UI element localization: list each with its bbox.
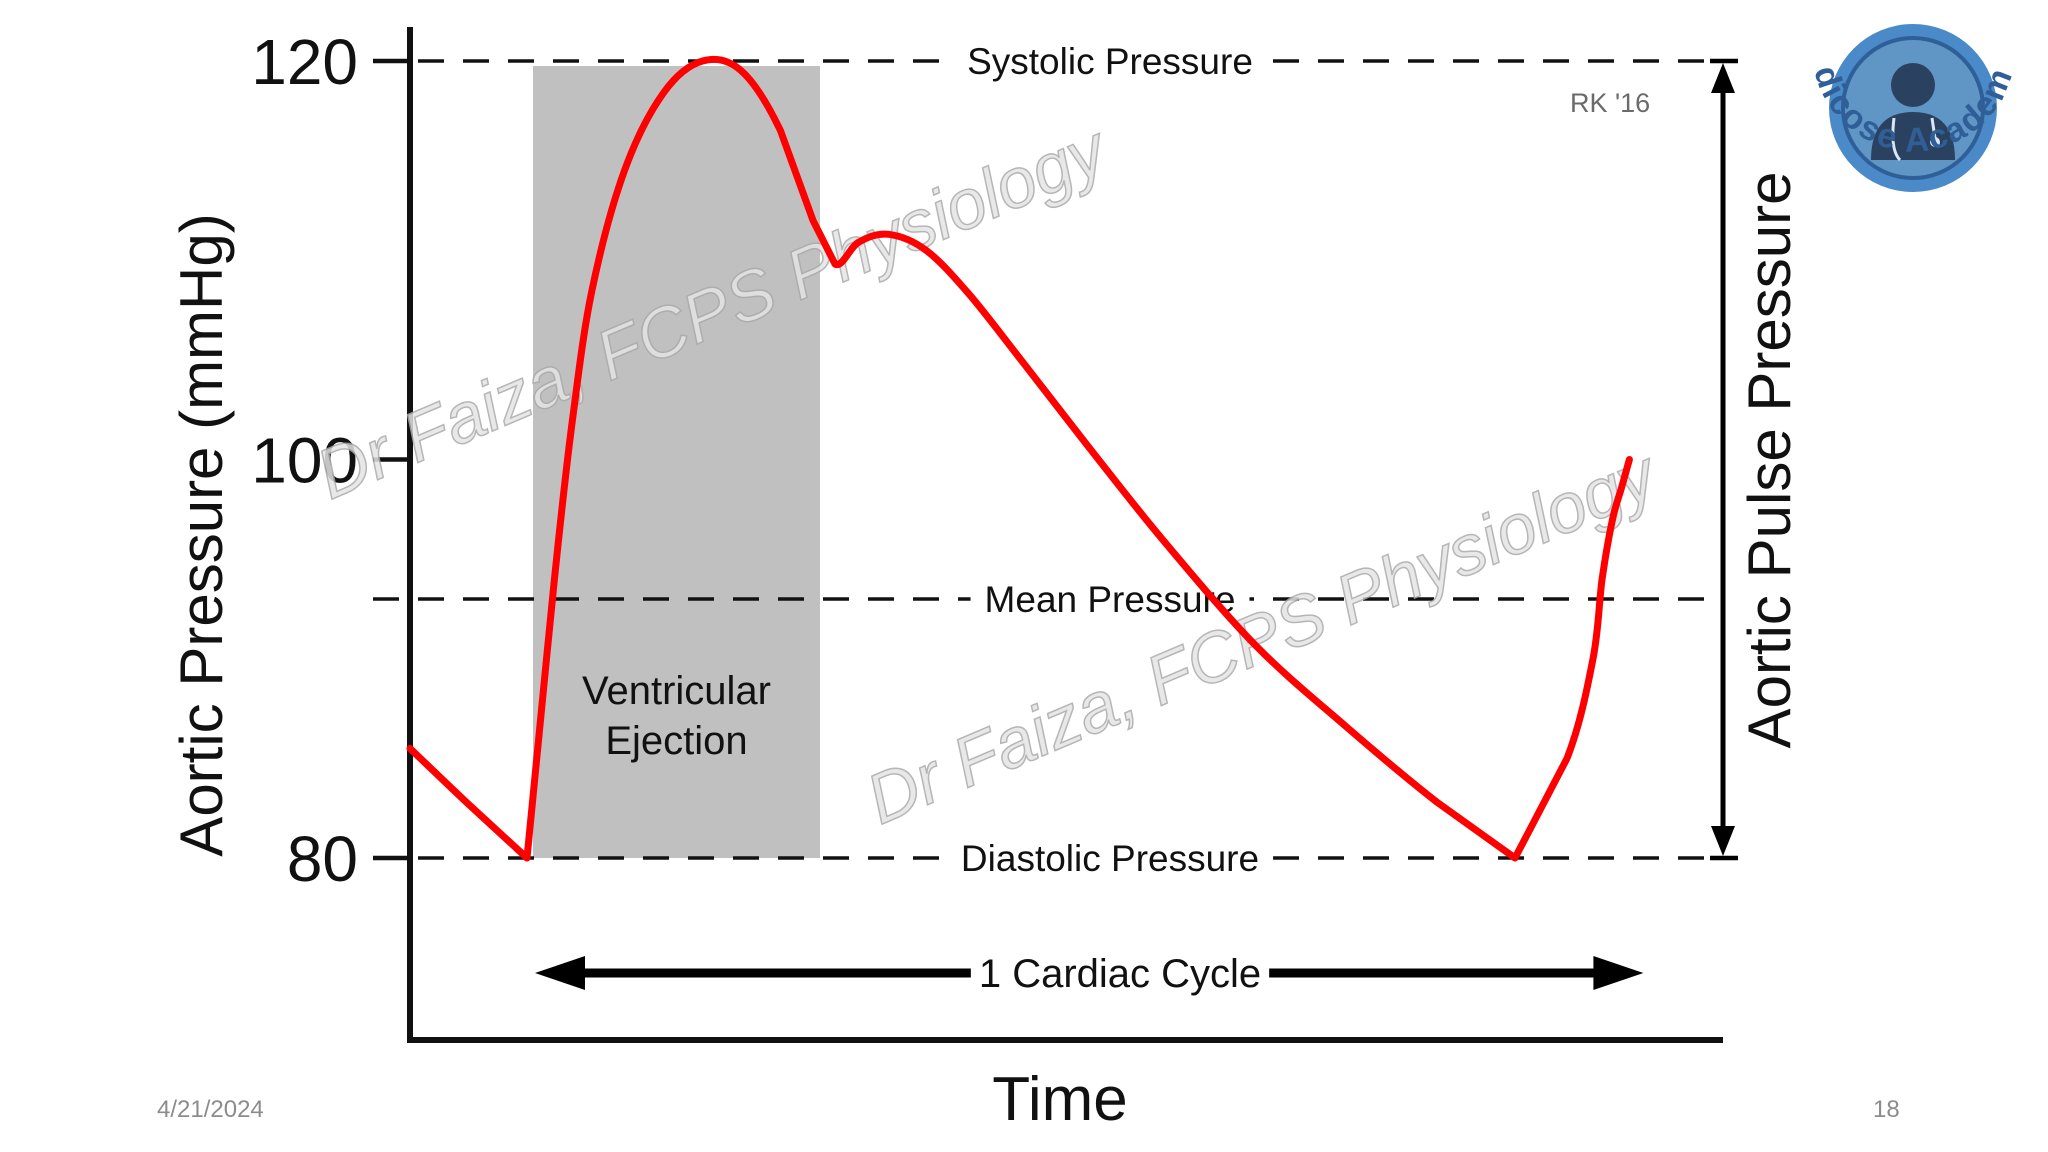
ventricular-ejection-region — [533, 66, 820, 858]
y-tick-label-120: 120 — [251, 26, 358, 98]
systolic-pressure-label: Systolic Pressure — [967, 41, 1253, 82]
diastolic-pressure-label: Diastolic Pressure — [961, 838, 1259, 879]
doctor-avatar-icon — [1871, 63, 1955, 162]
ventricular-ejection-label-line2: Ejection — [605, 719, 747, 763]
systolic-reference: Systolic Pressure — [373, 39, 1720, 83]
cardiac-cycle-label: 1 Cardiac Cycle — [979, 952, 1261, 996]
mean-pressure-label: Mean Pressure — [985, 579, 1236, 620]
pulse-pressure-span: Aortic Pulse Pressure — [1710, 58, 1803, 861]
y-axis-label: Aortic Pressure (mmHg) — [168, 213, 235, 856]
footer-page-number: 18 — [1873, 1096, 1900, 1123]
aortic-pressure-curve — [406, 55, 1633, 862]
ventricular-ejection-label-line1: Ventricular — [582, 669, 771, 713]
arrowhead-left-icon — [535, 956, 585, 990]
arrowhead-up-icon — [1711, 63, 1735, 93]
footer-date: 4/21/2024 — [157, 1096, 264, 1123]
pulse-pressure-label: Aortic Pulse Pressure — [1736, 172, 1803, 749]
cardiac-cycle-span: 1 Cardiac Cycle — [535, 949, 1644, 997]
y-tick-label-100: 100 — [251, 425, 358, 497]
arrowhead-down-icon — [1711, 826, 1735, 856]
y-tick-label-80: 80 — [287, 823, 358, 895]
x-axis-label: Time — [992, 1065, 1127, 1134]
arrowhead-right-icon — [1593, 956, 1644, 990]
credit-label: RK '16 — [1570, 88, 1650, 118]
watermark-text-2: Dr Faiza, FCPS Physiology — [855, 434, 1670, 839]
diastolic-reference: Diastolic Pressure — [373, 836, 1720, 880]
